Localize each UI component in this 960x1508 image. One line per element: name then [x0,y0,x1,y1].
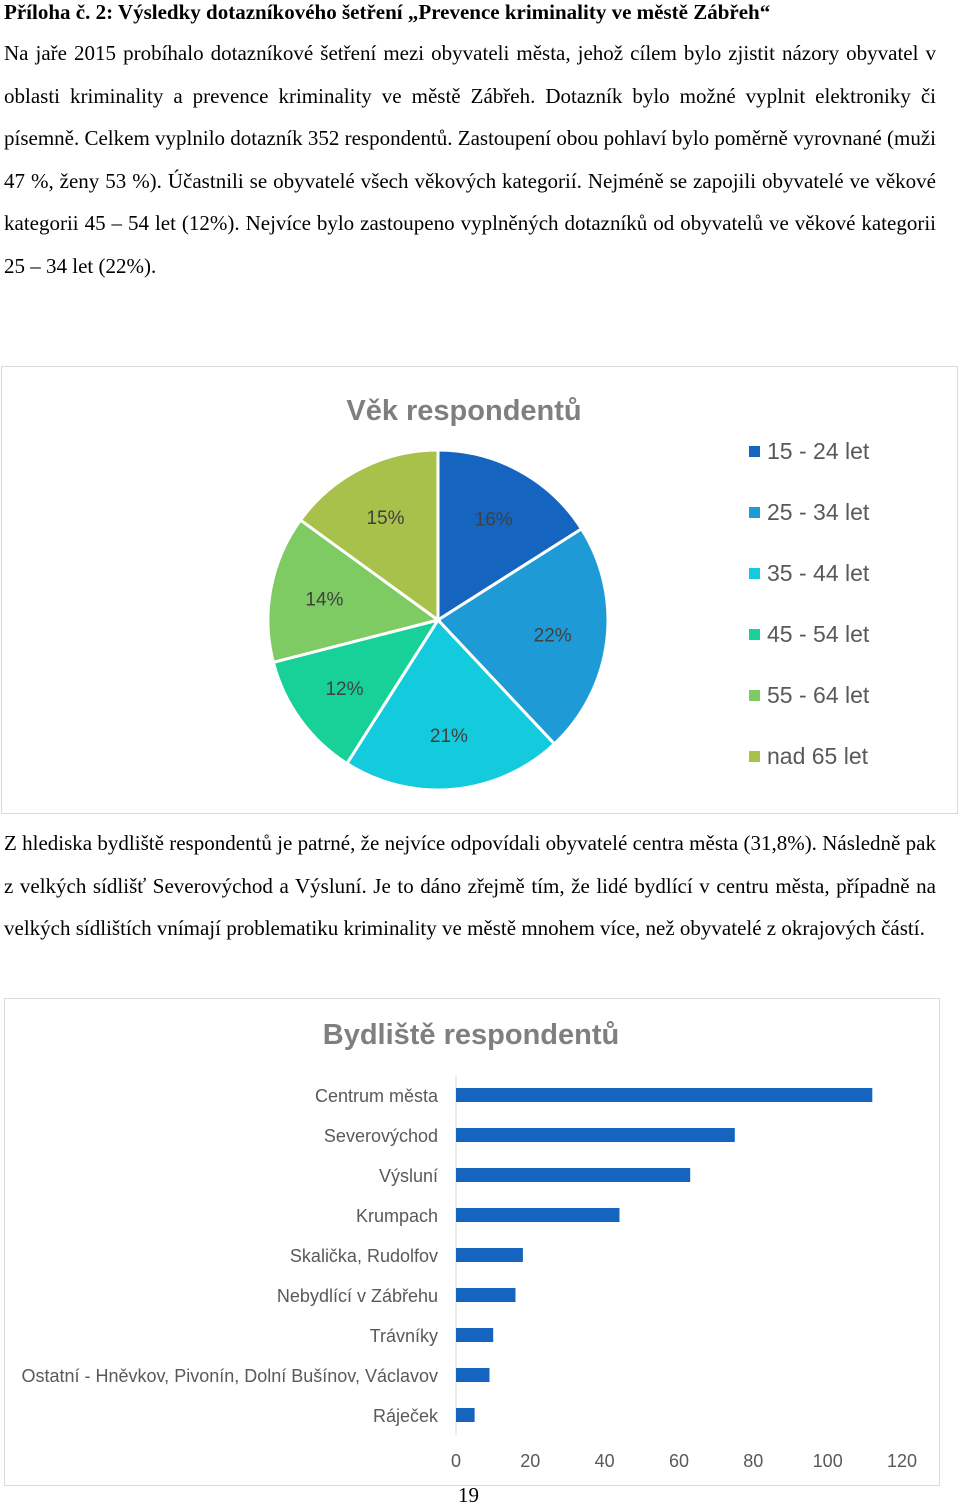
x-tick-label: 60 [669,1451,689,1471]
x-tick-label: 0 [451,1451,461,1471]
x-tick-label: 100 [813,1451,843,1471]
legend-label: 45 - 54 let [767,621,870,647]
legend-label: 55 - 64 let [767,682,870,708]
residence-bar-svg: Bydliště respondentů Centrum města Severov… [21,1019,917,1471]
pie-slice [436,448,584,623]
bar [456,1368,490,1382]
legend-swatch [749,507,760,518]
bar [456,1168,691,1182]
bar [456,1328,494,1342]
category-label: Ráječek [373,1406,439,1426]
pie-data-label: 12% [325,679,363,700]
age-pie-svg: Věk respondentů 16% 22% 21% 12% 14% 15% 15 - 24… [266,395,870,792]
category-label: Nebydlící v Zábřehu [277,1286,438,1306]
legend-label: 25 - 34 let [767,499,870,525]
category-label: Krumpach [356,1206,438,1226]
pie-slice [344,617,557,792]
legend-swatch [749,446,760,457]
pie-data-label: 15% [366,508,404,529]
category-label: Skalička, Rudolfov [290,1246,438,1266]
bar [456,1288,516,1302]
residence-paragraph: Z hlediska bydliště respondentů je patrn… [4,831,936,941]
pie-slice [298,448,440,623]
category-label: Trávníky [370,1326,438,1346]
x-tick-label: 20 [520,1451,540,1471]
bar [456,1088,873,1102]
page-number: 19 [458,1483,479,1507]
bar [456,1208,620,1222]
x-tick-label: 120 [887,1451,917,1471]
intro-paragraph: Na jaře 2015 probíhalo dotazníkové šetře… [4,41,936,278]
category-label: Severovýchod [324,1126,438,1146]
pie-data-label: 21% [430,726,468,747]
pie-slice [266,517,442,665]
bar-title: Bydliště respondentů [323,1019,620,1051]
residence-bar-chart: Bydliště respondentů Centrum města Severov… [4,998,940,1486]
legend-swatch [749,751,760,762]
bar [456,1408,475,1422]
legend-label: 35 - 44 let [767,560,870,586]
pie-slice [435,526,610,747]
legend-label: nad 65 let [767,743,869,769]
pie-title: Věk respondentů [346,395,581,427]
appendix-heading: Příloha č. 2: Výsledky dotazníkového šet… [4,0,771,24]
pie-data-label: 22% [534,626,572,647]
category-label: Výsluní [379,1166,438,1186]
x-tick-label: 40 [595,1451,615,1471]
bar [456,1248,523,1262]
category-label: Ostatní - Hněvkov, Pivonín, Dolní Bušíno… [21,1366,438,1386]
legend-label: 15 - 24 let [767,438,870,464]
pie-data-label: 16% [475,510,513,531]
age-pie-chart: Věk respondentů 16% 22% 21% 12% 14% 15% 15 - 24… [1,366,958,814]
category-label: Centrum města [315,1086,439,1106]
x-tick-label: 80 [743,1451,763,1471]
legend-swatch [749,568,760,579]
legend-swatch [749,690,760,701]
pie-data-label: 14% [305,589,343,610]
bar [456,1128,735,1142]
legend-swatch [749,629,760,640]
pie-slice [271,617,442,766]
